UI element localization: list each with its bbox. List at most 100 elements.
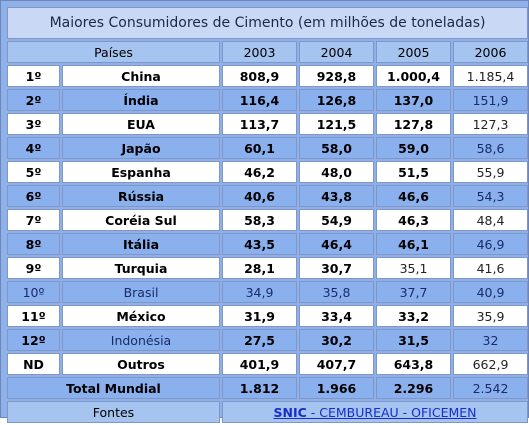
row-value-2006: 35,9 [453, 305, 529, 327]
sources-row: Fontes SNIC - CEMBUREAU - OFICEMEN [7, 401, 529, 423]
row-country: EUA [62, 113, 220, 135]
row-value-2005: 33,2 [376, 305, 451, 327]
row-value-2004: 407,7 [299, 353, 374, 375]
row-value-2006: 662,9 [453, 353, 529, 375]
row-value-2006: 32 [453, 329, 529, 351]
row-value-2003: 60,1 [222, 137, 297, 159]
total-label: Total Mundial [7, 377, 220, 399]
row-value-2006: 54,3 [453, 185, 529, 207]
header-year-2006: 2006 [453, 41, 529, 63]
row-rank: 2º [7, 89, 60, 111]
sources-links: SNIC - CEMBUREAU - OFICEMEN [222, 401, 529, 423]
row-value-2004: 35,8 [299, 281, 374, 303]
header-year-2004: 2004 [299, 41, 374, 63]
total-value-2004: 1.966 [299, 377, 374, 399]
row-value-2004: 121,5 [299, 113, 374, 135]
row-rank: 11º [7, 305, 60, 327]
row-value-2003: 116,4 [222, 89, 297, 111]
row-country: Coréia Sul [62, 209, 220, 231]
row-rank: 4º [7, 137, 60, 159]
header-year-2005: 2005 [376, 41, 451, 63]
row-value-2005: 127,8 [376, 113, 451, 135]
row-rank: 1º [7, 65, 60, 87]
table-row: ND Outros 401,9 407,7 643,8 662,9 [7, 353, 529, 375]
table-row: 2º Índia 116,4 126,8 137,0 151,9 [7, 89, 529, 111]
cement-consumers-table: Maiores Consumidores de Cimento (em milh… [5, 5, 529, 425]
row-value-2006: 48,4 [453, 209, 529, 231]
table-row: 1º China 808,9 928,8 1.000,4 1.185,4 [7, 65, 529, 87]
row-value-2004: 46,4 [299, 233, 374, 255]
row-value-2004: 58,0 [299, 137, 374, 159]
row-value-2006: 1.185,4 [453, 65, 529, 87]
table-row: 12º Indonésia 27,5 30,2 31,5 32 [7, 329, 529, 351]
row-rank: ND [7, 353, 60, 375]
row-value-2003: 40,6 [222, 185, 297, 207]
table-row: 3º EUA 113,7 121,5 127,8 127,3 [7, 113, 529, 135]
row-country: Indonésia [62, 329, 220, 351]
row-value-2006: 46,9 [453, 233, 529, 255]
row-rank: 12º [7, 329, 60, 351]
row-value-2005: 59,0 [376, 137, 451, 159]
row-value-2003: 27,5 [222, 329, 297, 351]
row-country: Rússia [62, 185, 220, 207]
row-country: Outros [62, 353, 220, 375]
row-rank: 8º [7, 233, 60, 255]
row-country: Espanha [62, 161, 220, 183]
row-value-2004: 126,8 [299, 89, 374, 111]
row-value-2005: 46,1 [376, 233, 451, 255]
row-rank: 5º [7, 161, 60, 183]
snic-link[interactable]: SNIC [273, 404, 307, 420]
row-value-2006: 41,6 [453, 257, 529, 279]
row-value-2004: 928,8 [299, 65, 374, 87]
header-year-2003: 2003 [222, 41, 297, 63]
table-row: 4º Japão 60,1 58,0 59,0 58,6 [7, 137, 529, 159]
row-value-2006: 58,6 [453, 137, 529, 159]
table-row: 10º Brasil 34,9 35,8 37,7 40,9 [7, 281, 529, 303]
row-value-2003: 401,9 [222, 353, 297, 375]
row-rank: 7º [7, 209, 60, 231]
row-value-2004: 33,4 [299, 305, 374, 327]
row-country: Itália [62, 233, 220, 255]
row-value-2003: 113,7 [222, 113, 297, 135]
cembureau-oficemen-link[interactable]: - CEMBUREAU - OFICEMEN [306, 404, 477, 420]
header-row: Países 2003 2004 2005 2006 [7, 41, 529, 63]
row-value-2004: 43,8 [299, 185, 374, 207]
sources-label: Fontes [7, 401, 220, 423]
row-value-2003: 28,1 [222, 257, 297, 279]
row-value-2004: 30,2 [299, 329, 374, 351]
table-row: 7º Coréia Sul 58,3 54,9 46,3 48,4 [7, 209, 529, 231]
row-value-2003: 43,5 [222, 233, 297, 255]
row-value-2003: 34,9 [222, 281, 297, 303]
row-value-2005: 643,8 [376, 353, 451, 375]
row-value-2005: 46,3 [376, 209, 451, 231]
header-countries: Países [7, 41, 220, 63]
row-value-2003: 46,2 [222, 161, 297, 183]
table-title: Maiores Consumidores de Cimento (em milh… [7, 7, 529, 39]
row-value-2005: 31,5 [376, 329, 451, 351]
row-value-2005: 37,7 [376, 281, 451, 303]
total-value-2005: 2.296 [376, 377, 451, 399]
row-country: Índia [62, 89, 220, 111]
row-value-2006: 40,9 [453, 281, 529, 303]
table-row: 8º Itália 43,5 46,4 46,1 46,9 [7, 233, 529, 255]
row-value-2006: 127,3 [453, 113, 529, 135]
row-value-2003: 808,9 [222, 65, 297, 87]
row-rank: 3º [7, 113, 60, 135]
row-rank: 6º [7, 185, 60, 207]
row-value-2005: 35,1 [376, 257, 451, 279]
row-country: Turquia [62, 257, 220, 279]
row-value-2005: 51,5 [376, 161, 451, 183]
row-rank: 10º [7, 281, 60, 303]
table-row: 9º Turquia 28,1 30,7 35,1 41,6 [7, 257, 529, 279]
row-value-2006: 151,9 [453, 89, 529, 111]
total-row: Total Mundial 1.812 1.966 2.296 2.542 [7, 377, 529, 399]
row-value-2005: 46,6 [376, 185, 451, 207]
row-value-2004: 30,7 [299, 257, 374, 279]
row-value-2004: 48,0 [299, 161, 374, 183]
row-value-2003: 58,3 [222, 209, 297, 231]
row-country: China [62, 65, 220, 87]
row-value-2006: 55,9 [453, 161, 529, 183]
row-value-2003: 31,9 [222, 305, 297, 327]
row-value-2005: 137,0 [376, 89, 451, 111]
